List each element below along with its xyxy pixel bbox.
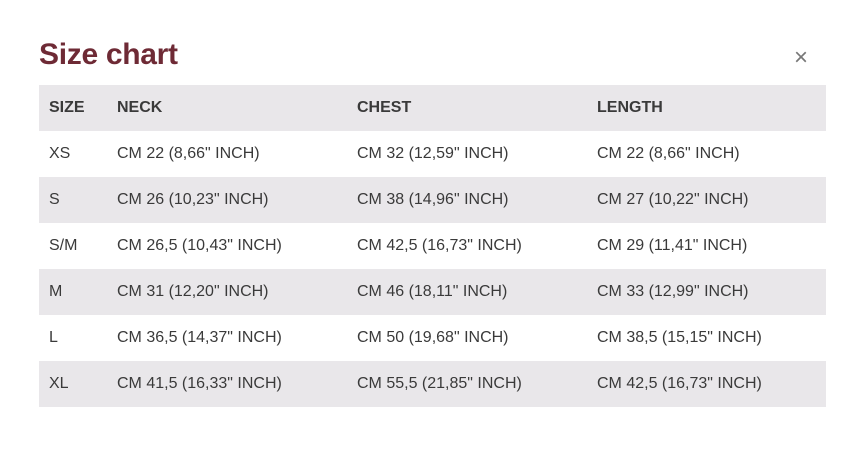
cell-chest: CM 42,5 (16,73" INCH) [357,237,522,254]
cell-neck: CM 36,5 (14,37" INCH) [117,329,282,346]
header-neck: NECK [117,99,163,116]
cell-length: CM 27 (10,22" INCH) [597,191,749,208]
cell-size: XL [49,375,69,392]
cell-size: M [49,283,63,300]
cell-chest: CM 50 (19,68" INCH) [357,329,509,346]
cell-neck: CM 41,5 (16,33" INCH) [117,375,282,392]
header-length: LENGTH [597,99,663,116]
table-header-row: SIZE NECK CHEST LENGTH [39,85,826,131]
cell-size: S [49,191,60,208]
cell-length: CM 22 (8,66" INCH) [597,145,740,162]
cell-neck: CM 26,5 (10,43" INCH) [117,237,282,254]
cell-size: L [49,329,58,346]
cell-neck: CM 22 (8,66" INCH) [117,145,260,162]
cell-length: CM 38,5 (15,15" INCH) [597,329,762,346]
table-row: S CM 26 (10,23" INCH) CM 38 (14,96" INCH) C… [39,177,826,223]
table-row: M CM 31 (12,20" INCH) CM 46 (18,11" INCH) C… [39,269,826,315]
cell-chest: CM 46 (18,11" INCH) [357,283,508,300]
cell-size: S/M [49,237,78,254]
header-size: SIZE [49,99,85,116]
header-chest: CHEST [357,99,412,116]
cell-length: CM 33 (12,99" INCH) [597,283,749,300]
cell-length: CM 42,5 (16,73" INCH) [597,375,762,392]
close-icon[interactable]: × [794,44,809,71]
table-row: XL CM 41,5 (16,33" INCH) CM 55,5 (21,85" I… [39,361,826,407]
cell-chest: CM 55,5 (21,85" INCH) [357,375,522,392]
cell-length: CM 29 (11,41" INCH) [597,237,748,254]
cell-neck: CM 26 (10,23" INCH) [117,191,269,208]
cell-chest: CM 32 (12,59" INCH) [357,145,509,162]
cell-neck: CM 31 (12,20" INCH) [117,283,269,300]
table-row: S/M CM 26,5 (10,43" INCH) CM 42,5 (16,73" … [39,223,826,269]
cell-chest: CM 38 (14,96" INCH) [357,191,509,208]
size-chart-table: SIZE NECK CHEST LENGTH XS CM 22 (8,66" IN… [39,85,826,407]
cell-size: XS [49,145,71,162]
table-row: L CM 36,5 (14,37" INCH) CM 50 (19,68" INCH… [39,315,826,361]
table-row: XS CM 22 (8,66" INCH) CM 32 (12,59" INCH) C… [39,131,826,177]
page-title: Size chart [39,38,178,71]
